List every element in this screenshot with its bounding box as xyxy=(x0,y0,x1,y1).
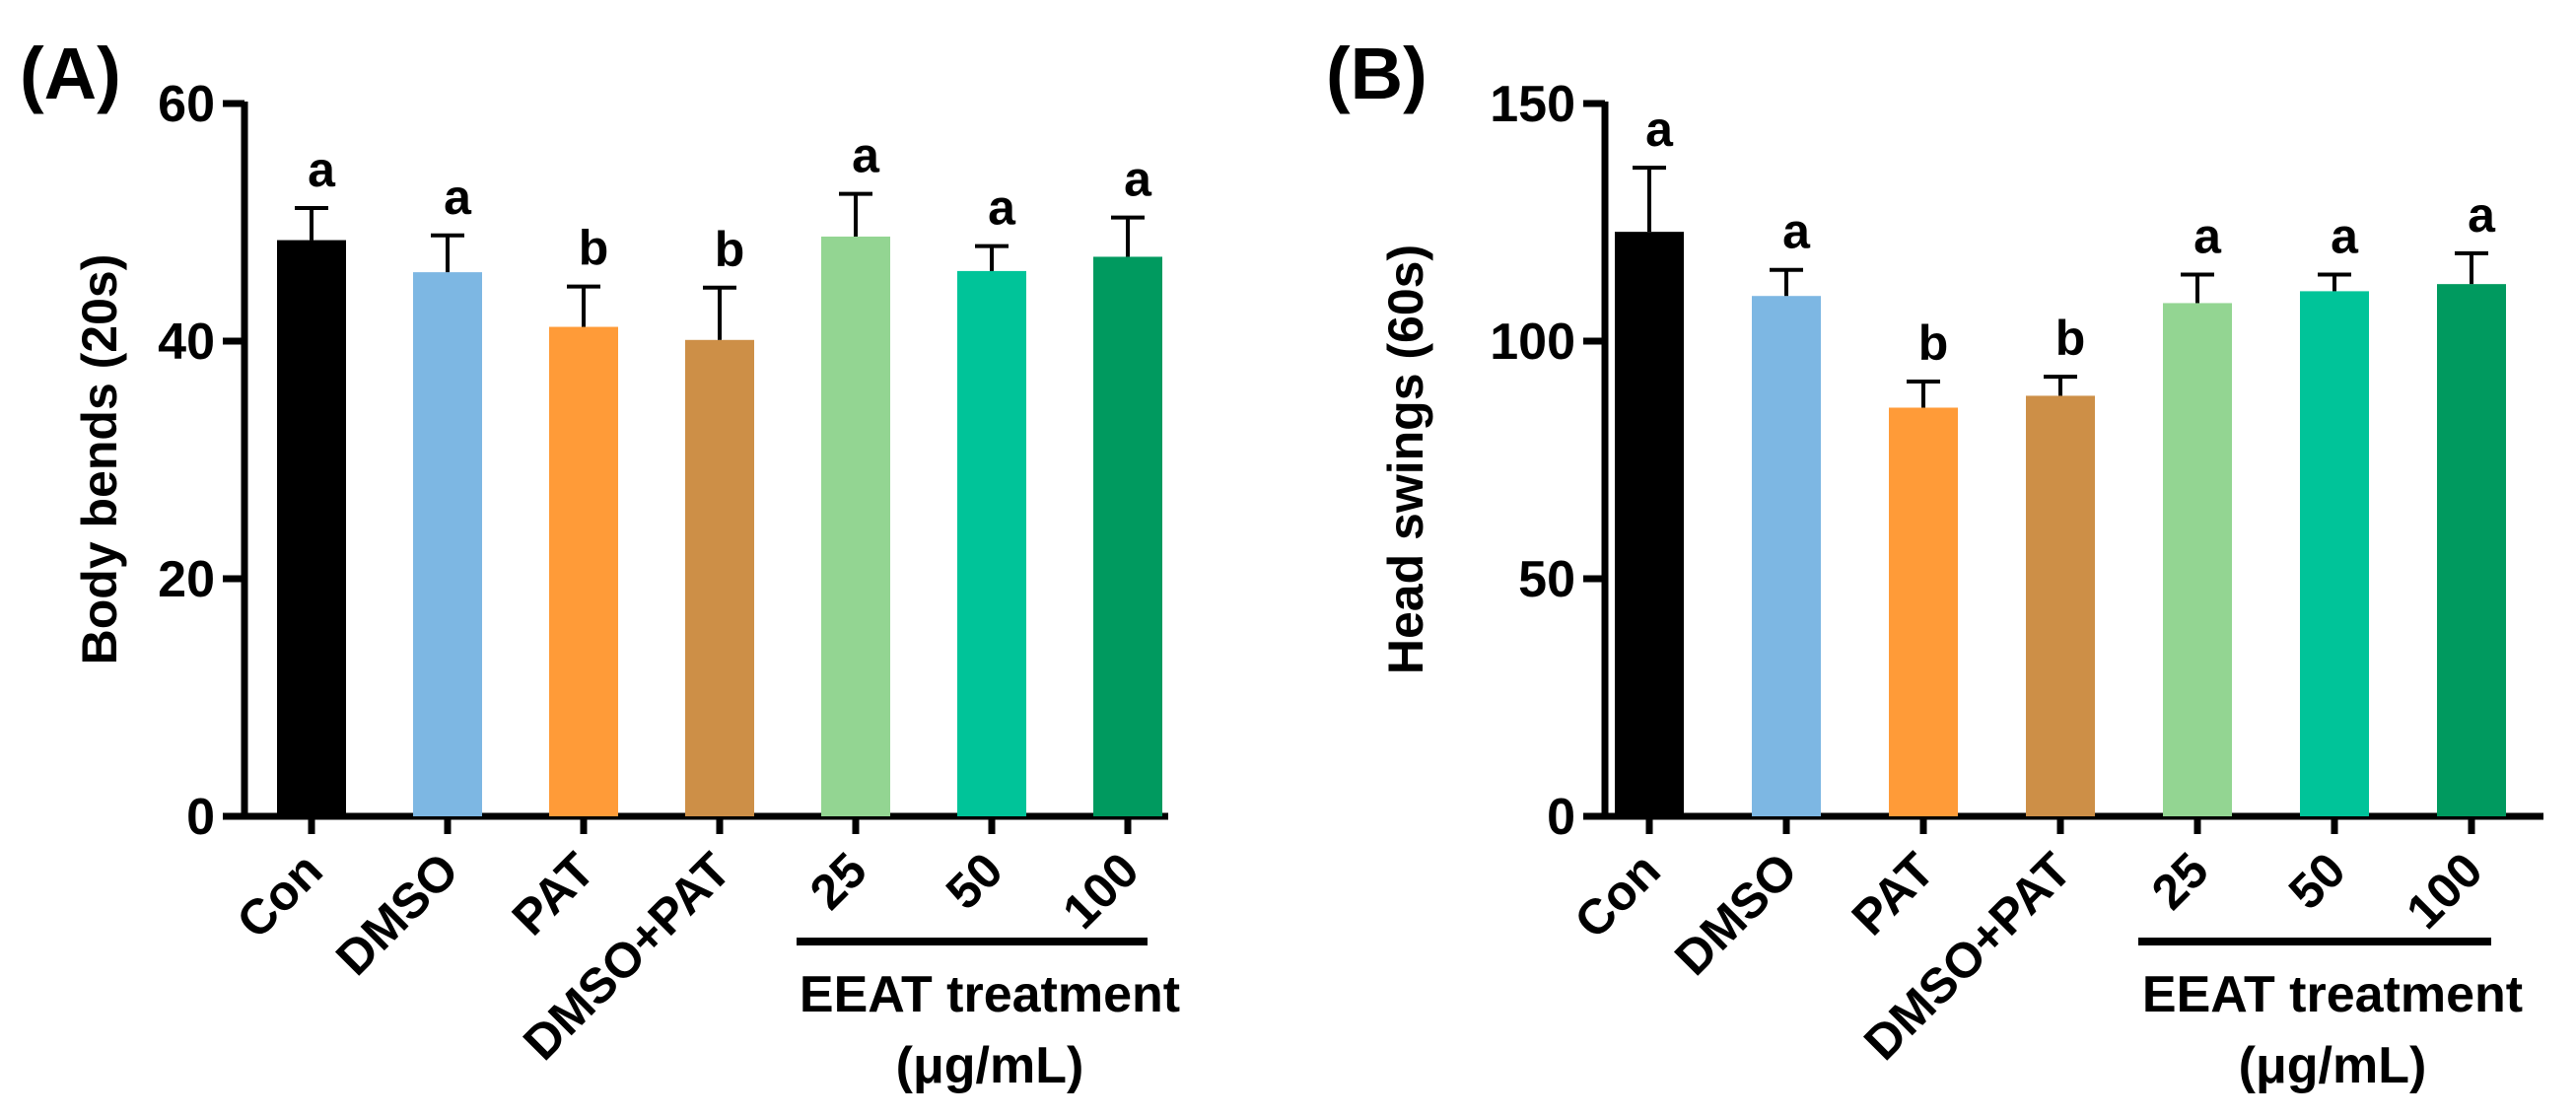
group-label: EEAT treatment xyxy=(2142,966,2523,1023)
group-unit-label: (μg/mL) xyxy=(896,1037,1084,1094)
x-tick-label: PAT xyxy=(1842,842,1945,945)
panel-label: (B) xyxy=(1326,33,1427,114)
bar-DMSO xyxy=(413,272,482,816)
significance-letter: a xyxy=(444,170,472,225)
bar-PAT xyxy=(549,326,618,816)
significance-letter: a xyxy=(308,142,336,197)
significance-letter: b xyxy=(2055,311,2086,366)
significance-letter: b xyxy=(579,221,609,276)
panel-label: (A) xyxy=(20,33,121,114)
group-label: EEAT treatment xyxy=(800,966,1180,1023)
bar-Con xyxy=(277,240,346,816)
y-axis-title: Body bends (20s) xyxy=(72,254,127,665)
x-tick-label: 25 xyxy=(2141,842,2219,920)
bar-PAT xyxy=(1889,407,1958,816)
significance-letter: b xyxy=(1918,315,1949,371)
bar-100 xyxy=(2437,284,2506,816)
x-tick-label: 100 xyxy=(1052,842,1149,940)
panel-a: (A) 0 20 40 60 Body bends (20s) a Con a DMSO b PAT b… xyxy=(20,33,1180,1094)
significance-letter: a xyxy=(1782,204,1811,259)
y-tick-label: 20 xyxy=(158,551,215,608)
y-tick-label: 0 xyxy=(1547,789,1575,846)
significance-letter: a xyxy=(2193,209,2222,264)
significance-letter: a xyxy=(1645,102,1674,157)
x-tick-label: 50 xyxy=(936,842,1013,920)
bar-100 xyxy=(1093,256,1162,816)
significance-letter: a xyxy=(2468,187,2496,243)
y-tick-label: 60 xyxy=(158,76,215,133)
significance-letter: a xyxy=(852,128,880,183)
bar-DMSO+PAT xyxy=(2026,395,2095,816)
bar-Con xyxy=(1615,232,1684,816)
significance-letter: a xyxy=(1124,152,1152,207)
x-tick-label: PAT xyxy=(502,842,605,945)
x-tick-label: Con xyxy=(226,842,332,948)
significance-letter: a xyxy=(988,180,1016,236)
bar-DMSO+PAT xyxy=(685,339,754,816)
y-tick-label: 40 xyxy=(158,314,215,371)
significance-letter: a xyxy=(2331,209,2359,264)
x-tick-label: 50 xyxy=(2278,842,2356,920)
x-tick-label: 25 xyxy=(800,842,877,920)
bar-25 xyxy=(821,236,890,816)
x-tick-label: DMSO xyxy=(325,842,469,986)
y-axis-title: Head swings (60s) xyxy=(1378,245,1433,674)
bar-50 xyxy=(957,270,1026,816)
x-tick-label: DMSO xyxy=(1664,842,1808,986)
x-tick-label: Con xyxy=(1564,842,1670,948)
bar-DMSO xyxy=(1752,296,1821,817)
panel-b: (B) 0 50 100 150 Head swings (60s) a Con a DMSO b P… xyxy=(1326,33,2543,1094)
y-tick-label: 0 xyxy=(186,789,215,846)
significance-letter: b xyxy=(715,222,745,277)
y-tick-label: 150 xyxy=(1490,76,1575,133)
y-tick-label: 50 xyxy=(1518,551,1575,608)
bar-50 xyxy=(2300,291,2369,816)
x-tick-label: 100 xyxy=(2396,842,2493,940)
bar-25 xyxy=(2163,303,2232,816)
y-tick-label: 100 xyxy=(1490,314,1575,371)
group-unit-label: (μg/mL) xyxy=(2239,1037,2427,1094)
